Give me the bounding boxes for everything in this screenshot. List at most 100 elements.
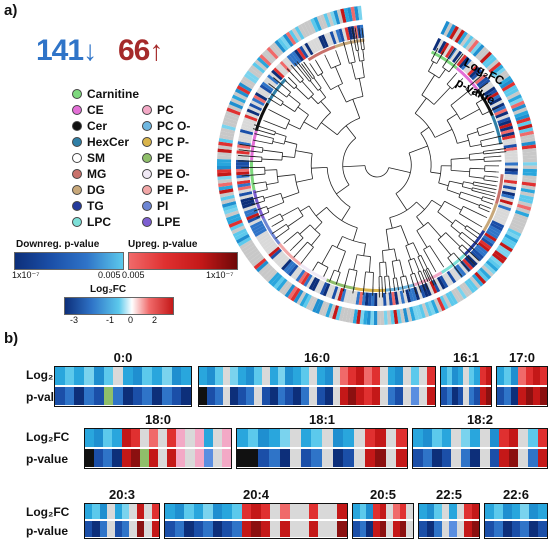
tree-branch: [362, 49, 365, 61]
strip-cell: [203, 521, 213, 537]
pvalue-ring-segment: [444, 272, 454, 286]
legend-label: LPC: [87, 215, 111, 229]
tree-branch: [342, 165, 366, 168]
strip-cell: [451, 449, 461, 467]
log2fc-ring-segment: [450, 289, 461, 303]
pvalue-ring-segment: [472, 71, 485, 83]
strip-cell: [212, 504, 223, 519]
pvalue-ring-segment: [305, 275, 315, 289]
pvalue-ring-segment: [495, 209, 510, 218]
strip-cell: [375, 429, 386, 447]
tree-branch: [332, 244, 346, 252]
tree-leaf: [251, 201, 261, 206]
log2fc-ring-segment: [229, 100, 244, 110]
legend-swatch-icon: [72, 201, 82, 211]
log2fc-ring-segment: [308, 297, 318, 312]
pvalue-ring-segment: [504, 153, 518, 158]
legend-swatch-icon: [142, 137, 152, 147]
tree-branch: [458, 191, 462, 198]
strip-cell: [152, 367, 162, 385]
log2fc-ring-segment: [479, 51, 493, 64]
strip-cell: [311, 449, 322, 467]
pvalue-ring-segment: [434, 278, 443, 292]
strip-cell: [121, 449, 131, 467]
log2fc-ring-segment: [396, 309, 402, 324]
pvalue-ring-segment: [328, 285, 336, 299]
legend-item-pe-p: PE P-: [142, 182, 190, 198]
strip-cell: [165, 521, 175, 537]
tree-branch: [300, 246, 314, 264]
strip-cell: [371, 367, 380, 385]
pvalue-ring-segment: [474, 73, 487, 85]
pvalue-ring-segment: [238, 191, 253, 197]
strip-cell: [426, 367, 435, 385]
strip-cell: [241, 504, 252, 519]
pvalue-ring-segment: [325, 284, 333, 298]
tree-leaf: [256, 213, 266, 218]
tree-leaf: [335, 280, 338, 285]
log2fc-ring-segment: [219, 131, 235, 138]
tree-branch: [357, 254, 371, 257]
strip-cell: [136, 504, 145, 519]
strip-cell: [449, 504, 457, 519]
pvalue-ring-segment: [476, 76, 489, 87]
log2fc-ring-segment: [418, 304, 426, 319]
pvalue-ring-segment: [278, 256, 290, 269]
pvalue-ring-segment: [388, 292, 393, 306]
strip-cell: [340, 387, 349, 405]
log2fc-ring-segment: [263, 267, 276, 280]
pvalue-ring-segment: [502, 187, 516, 194]
strip-cell: [452, 387, 458, 405]
strip-cell: [181, 387, 191, 405]
tree-branch: [416, 230, 428, 248]
pvalue-ring-segment: [504, 168, 518, 172]
upreg-colorbar: [128, 252, 238, 270]
log2fc-ring-segment: [297, 24, 308, 39]
log2fc-ring-segment: [469, 276, 481, 289]
pvalue-ring-segment: [462, 258, 474, 271]
pvalue-ring-segment: [265, 76, 278, 88]
log2fc-ring-segment: [517, 200, 533, 208]
pvalue-ring-segment: [349, 290, 355, 304]
tree-branch: [308, 93, 314, 100]
pvalue-ring-segment: [316, 280, 326, 294]
pvalue-ring-segment: [326, 32, 335, 46]
tree-branch: [270, 213, 281, 220]
tree-leaf: [427, 275, 431, 282]
strip-cell: [422, 429, 433, 447]
tree-branch: [337, 85, 347, 103]
strip-cell: [93, 387, 104, 405]
strip-cell: [151, 504, 159, 519]
tree-branch: [358, 78, 364, 97]
strip-cell: [327, 521, 338, 537]
log2fc-ring-segment: [234, 88, 249, 98]
strip-cell: [441, 367, 447, 385]
strip-cell: [464, 521, 472, 537]
strip-cell: [471, 504, 479, 519]
lipid-class-ring-segment: [250, 130, 258, 161]
strip-cell: [221, 449, 231, 467]
tree-branch: [449, 180, 464, 185]
up-count-value: 66: [118, 34, 150, 67]
strip-cell: [470, 449, 481, 467]
pvalue-ring-segment: [467, 64, 479, 77]
lipid-class-ring-segment: [440, 253, 467, 274]
strip-cell: [203, 429, 213, 447]
tree-leaf: [289, 247, 294, 251]
pvalue-ring-segment: [455, 264, 467, 277]
pvalue-ring-segment: [239, 193, 253, 200]
pvalue-ring-segment: [501, 190, 516, 197]
pvalue-ring-segment: [469, 67, 481, 79]
log2fc-ring-segment: [231, 94, 246, 104]
tree-branch: [352, 99, 361, 119]
tree-branch: [462, 186, 473, 190]
tree-branch: [297, 106, 309, 116]
strip-cell: [309, 367, 317, 385]
tree-branch: [446, 120, 458, 144]
strip-cell: [359, 504, 367, 519]
tree-leaf: [272, 231, 276, 234]
log2fc-ring-segment: [520, 187, 536, 194]
tree-leaf: [455, 72, 458, 75]
pvalue-ring-segment: [244, 114, 258, 122]
log2fc-ring-segment: [220, 127, 236, 135]
